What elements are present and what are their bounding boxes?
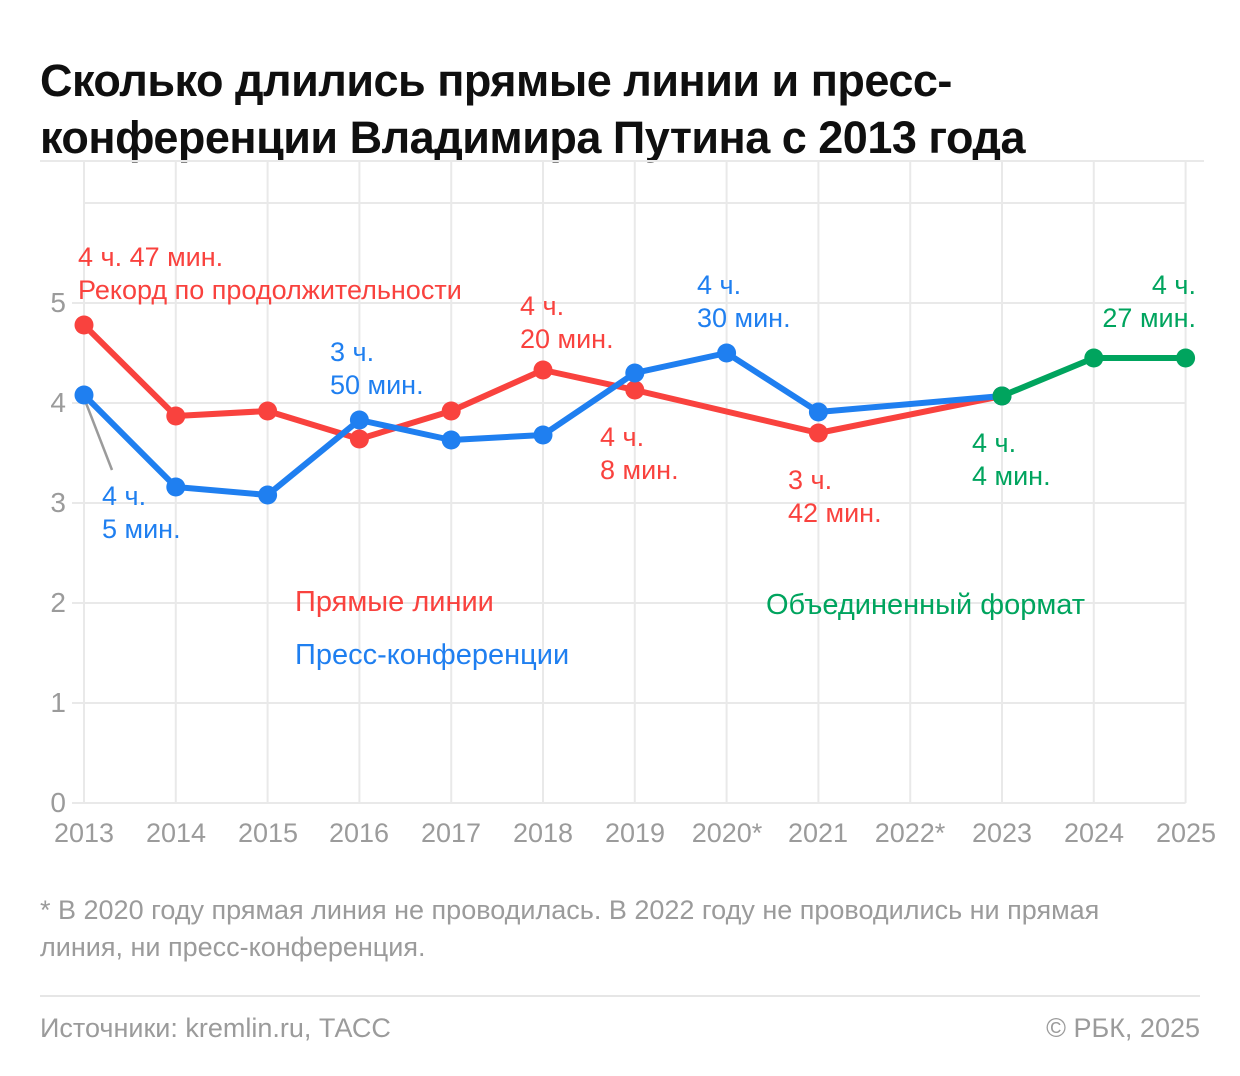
annotation-record-2013: 4 ч. 47 мин. Рекорд по продолжительности [78, 241, 462, 307]
data-point [533, 360, 553, 380]
annotation-line: 4 мин. [972, 461, 1051, 491]
data-point [258, 485, 278, 505]
annotation-line: 4 ч. [972, 428, 1017, 458]
data-point [349, 429, 369, 449]
x-tick-2024: 2024 [1063, 818, 1125, 848]
annotation-line: 42 мин. [788, 498, 882, 528]
data-point [1176, 348, 1196, 368]
footer-divider [40, 995, 1200, 997]
footnote-line-1: * В 2020 году прямая линия не проводилас… [40, 895, 1100, 925]
data-point [349, 410, 369, 430]
annotation-unified-2025: 4 ч. 27 мин. [1102, 269, 1196, 335]
y-tick-3: 3 [50, 487, 66, 518]
annotation-line: 50 мин. [330, 370, 424, 400]
annotation-line: Рекорд по продолжительности [78, 275, 462, 305]
footnote-line-2: линия, ни пресс-конференция. [40, 932, 426, 962]
annotation-line: 3 ч. [330, 337, 375, 367]
annotation-line: 5 мин. [102, 514, 181, 544]
annotation-pressconf-2016: 3 ч. 50 мин. [330, 336, 424, 402]
series-root [74, 315, 1196, 505]
annotation-line: 27 мин. [1102, 303, 1196, 333]
x-tick-2020: 2020* [691, 818, 763, 848]
data-point [166, 477, 186, 497]
annotation-line: 4 ч. [102, 481, 147, 511]
data-point [533, 425, 553, 445]
annotation-pressconf-2013: 4 ч. 5 мин. [102, 480, 181, 546]
footer-copyright: © РБК, 2025 [1046, 1013, 1200, 1043]
annotation-line: 20 мин. [520, 324, 614, 354]
legend-unified-format: Объединенный формат [766, 589, 1086, 621]
annotation-line: 4 ч. [1151, 270, 1196, 300]
page-title: Сколько длились прямые линии и пресс-кон… [40, 55, 1026, 164]
data-point [74, 315, 94, 335]
annotation-pressconf-2020: 4 ч. 30 мин. [697, 269, 791, 335]
data-point [1084, 348, 1104, 368]
y-tick-5: 5 [50, 287, 66, 318]
data-point [808, 402, 828, 422]
data-point [258, 401, 278, 421]
annotation-line: 8 мин. [600, 455, 679, 485]
annotation-line: 3 ч. [788, 465, 833, 495]
annotation-leader-line [84, 402, 114, 471]
footnote: * В 2020 году прямая линия не проводилас… [40, 892, 1210, 966]
y-tick-1: 1 [50, 687, 66, 718]
x-tick-2023: 2023 [971, 818, 1033, 848]
series-0 [74, 315, 1012, 449]
data-point [74, 385, 94, 405]
data-point [808, 423, 828, 443]
annotation-directline-2018: 4 ч. 20 мин. [520, 290, 614, 356]
x-tick-2014: 2014 [145, 818, 207, 848]
x-tick-2015: 2015 [237, 818, 299, 848]
x-tick-2021: 2021 [787, 818, 849, 848]
annotation-directline-2019: 4 ч. 8 мин. [600, 421, 679, 487]
x-tick-2016: 2016 [328, 818, 390, 848]
annotation-line: 4 ч. [520, 291, 565, 321]
annotation-line: 4 ч. 47 мин. [78, 242, 224, 272]
x-tick-2022: 2022* [874, 818, 946, 848]
data-point [625, 380, 645, 400]
legend-direct-lines: Прямые линии [295, 586, 494, 618]
annotation-unified-2023: 4 ч. 4 мин. [972, 427, 1051, 493]
data-point [717, 343, 737, 363]
x-tick-2013: 2013 [53, 818, 115, 848]
x-tick-2017: 2017 [420, 818, 482, 848]
y-tick-4: 4 [50, 387, 66, 418]
x-tick-2019: 2019 [604, 818, 666, 848]
series-line [81, 350, 1005, 498]
data-point [992, 386, 1012, 406]
data-point [166, 406, 186, 426]
legend-press-conferences: Пресс-конференции [295, 639, 570, 671]
annotation-line: 4 ч. [697, 270, 742, 300]
x-tick-2018: 2018 [512, 818, 574, 848]
annotation-line: 30 мин. [697, 303, 791, 333]
annotation-line: 4 ч. [600, 422, 645, 452]
series-2 [992, 348, 1196, 406]
data-point [441, 401, 461, 421]
x-tick-2025: 2025 [1155, 818, 1217, 848]
grid-lines [40, 160, 1204, 804]
footer-sources: Источники: kremlin.ru, ТАСС [40, 1013, 391, 1043]
data-point [441, 430, 461, 450]
annotation-directline-2021: 3 ч. 42 мин. [788, 464, 882, 530]
y-tick-0: 0 [50, 787, 66, 818]
y-tick-2: 2 [50, 587, 66, 618]
data-point [625, 363, 645, 383]
